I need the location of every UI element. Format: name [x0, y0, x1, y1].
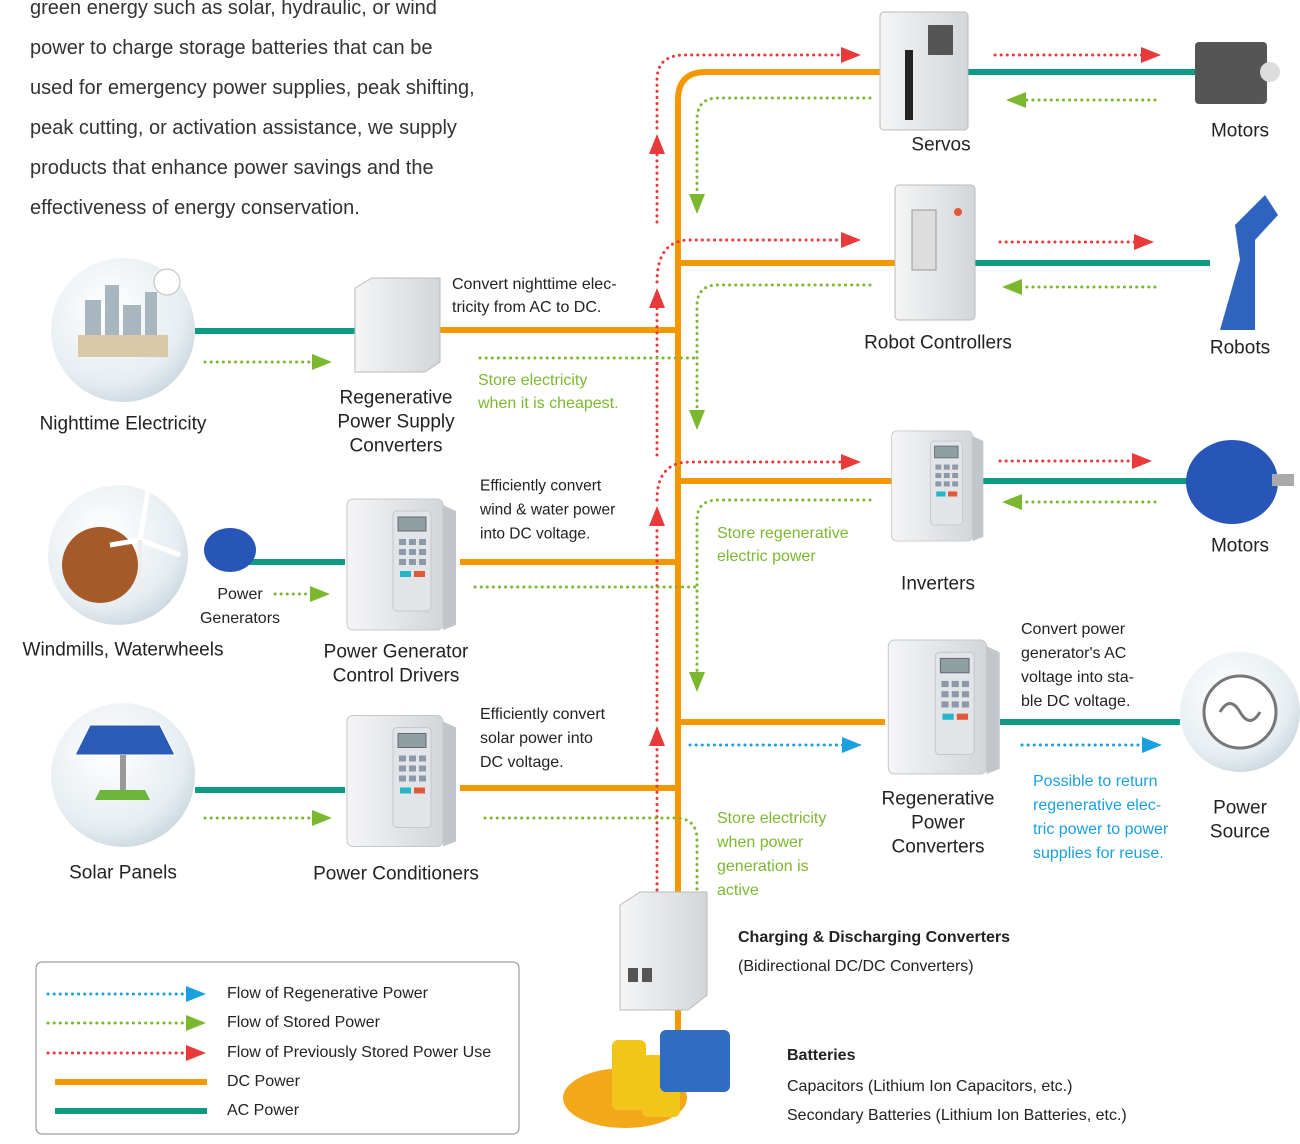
annotation: electric power	[717, 549, 816, 565]
intro-text: used for emergency power supplies, peak …	[30, 78, 475, 98]
converter-title: Charging & Discharging Converters	[738, 930, 1010, 946]
annotation: Convert nighttime elec-	[452, 277, 617, 293]
node-label: Power Conditioners	[313, 865, 479, 884]
node-label: Inverters	[901, 575, 975, 594]
legend-label: Flow of Stored Power	[227, 1015, 380, 1031]
annotation: Store electricity	[717, 811, 826, 827]
annotation: tric power to power	[1033, 822, 1168, 838]
annotation: generator's AC	[1021, 646, 1126, 662]
intro-text: products that enhance power savings and …	[30, 158, 434, 178]
node-label: Nighttime Electricity	[40, 415, 207, 434]
node-label: Robots	[1210, 339, 1270, 358]
annotation: Efficiently convert	[480, 707, 605, 723]
node-label: Motors	[1211, 537, 1269, 556]
node-label: Servos	[911, 136, 970, 155]
node-label: Solar Panels	[69, 864, 177, 883]
node-label: Regenerative	[881, 790, 994, 809]
batteries-item: Capacitors (Lithium Ion Capacitors, etc.…	[787, 1079, 1072, 1095]
annotation: tricity from AC to DC.	[452, 300, 601, 316]
annotation: solar power into	[480, 731, 593, 747]
annotation: regenerative elec-	[1033, 798, 1161, 814]
batteries-item: Secondary Batteries (Lithium Ion Batteri…	[787, 1108, 1127, 1124]
node-label: Robot Controllers	[864, 334, 1012, 353]
source-icons	[48, 258, 1300, 847]
annotation: Efficiently convert	[480, 478, 601, 494]
node-label: Converters	[892, 838, 985, 857]
annotation: supplies for reuse.	[1033, 846, 1164, 862]
annotation: active	[717, 883, 759, 899]
annotation: wind & water power	[480, 502, 615, 518]
converter-subtitle: (Bidirectional DC/DC Converters)	[738, 959, 974, 975]
annotation: Store regenerative	[717, 526, 849, 542]
diagram: green energy such as solar, hydraulic, o…	[0, 0, 1300, 1144]
annotation: voltage into sta-	[1021, 670, 1134, 686]
annotation: Possible to return	[1033, 774, 1158, 790]
intro-text: effectiveness of energy conservation.	[30, 198, 360, 218]
annotation: when it is cheapest.	[478, 396, 619, 412]
node-label: Regenerative	[339, 389, 452, 408]
node-label: Converters	[350, 437, 443, 456]
intro-text: green energy such as solar, hydraulic, o…	[30, 0, 437, 18]
annotation: generation is	[717, 859, 809, 875]
annotation: Convert power	[1021, 622, 1125, 638]
legend-label: DC Power	[227, 1074, 300, 1090]
intro-text: power to charge storage batteries that c…	[30, 38, 432, 58]
legend-label: Flow of Previously Stored Power Use	[227, 1045, 491, 1061]
annotation: Store electricity	[478, 373, 587, 389]
node-label: Control Drivers	[333, 667, 460, 686]
legend-label: Flow of Regenerative Power	[227, 986, 428, 1002]
node-label: Windmills, Waterwheels	[23, 641, 224, 660]
node-label: Power	[217, 587, 262, 603]
node-label: Power Generator	[324, 643, 469, 662]
annotation: into DC voltage.	[480, 526, 590, 542]
annotation: ble DC voltage.	[1021, 694, 1130, 710]
node-label: Motors	[1211, 122, 1269, 141]
intro-text: peak cutting, or activation assistance, …	[30, 118, 457, 138]
node-label: Source	[1210, 823, 1270, 842]
node-label: Generators	[200, 611, 280, 627]
node-label: Power Supply	[337, 413, 454, 432]
annotation: when power	[717, 835, 803, 851]
node-label: Power	[1213, 799, 1267, 818]
annotation: DC voltage.	[480, 755, 564, 771]
batteries-title: Batteries	[787, 1048, 855, 1064]
legend-label: AC Power	[227, 1103, 299, 1119]
node-label: Power	[911, 814, 965, 833]
